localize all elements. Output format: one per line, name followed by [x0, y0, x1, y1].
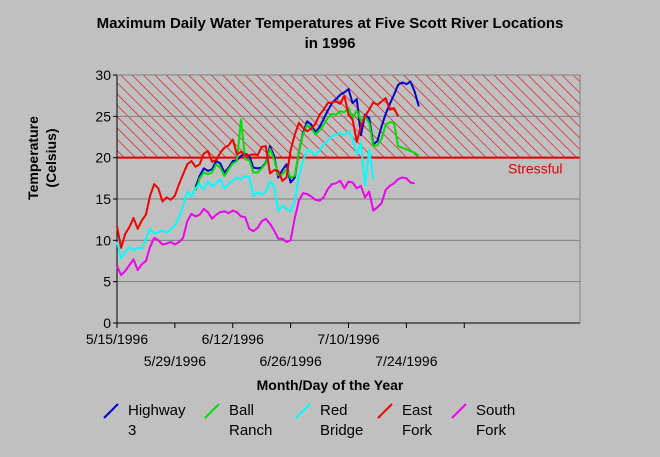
plot-area: Stressful 0 5 10 15 20 25 30 5/15/1996 5/29/1996 6… — [86, 67, 581, 369]
legend-swatch-east-fork — [377, 403, 393, 419]
y-axis-title: Temperature (Celsius) — [25, 116, 59, 200]
legend-label-east-fork-line-1: East — [402, 402, 433, 419]
y-tick-label-15: 15 — [95, 191, 111, 207]
y-tick-label-30: 30 — [95, 67, 111, 83]
legend: Highway 3 Ball Ranch Red Bridge East Fork South F… — [103, 402, 515, 439]
chart-title-line-1: Maximum Daily Water Temperatures at Five… — [97, 15, 564, 32]
series-line-highway-3 — [194, 80, 420, 188]
legend-label-highway-3-line-1: Highway — [128, 402, 186, 419]
series-line-red-bridge — [116, 130, 375, 260]
legend-label-red-bridge-line-1: Red — [320, 402, 348, 419]
x-tick-label-5: 7/24/1996 — [375, 353, 437, 369]
y-tick-label-20: 20 — [95, 150, 111, 166]
legend-label-highway-3-line-2: 3 — [128, 422, 136, 439]
chart-title-line-2: in 1996 — [305, 35, 356, 52]
y-tick-label-25: 25 — [95, 108, 111, 124]
legend-label-red-bridge-line-2: Bridge — [320, 422, 363, 439]
series-line-east-fork — [116, 94, 399, 249]
legend-label-south-fork-line-2: Fork — [476, 422, 507, 439]
legend-label-ball-ranch-line-2: Ranch — [229, 422, 272, 439]
x-tick-label-3: 6/26/1996 — [259, 353, 321, 369]
legend-swatch-south-fork — [451, 403, 467, 419]
x-tick-label-4: 7/10/1996 — [317, 331, 379, 347]
legend-label-ball-ranch-line-1: Ball — [229, 402, 254, 419]
stressful-label: Stressful — [508, 161, 562, 177]
legend-swatch-highway-3 — [103, 403, 119, 419]
x-axis-title: Month/Day of the Year — [257, 377, 404, 393]
legend-label-east-fork-line-2: Fork — [402, 422, 433, 439]
y-tick-label-10: 10 — [95, 232, 111, 248]
legend-swatch-ball-ranch — [204, 403, 220, 419]
legend-label-south-fork-line-1: South — [476, 402, 515, 419]
x-tick-label-2: 6/12/1996 — [202, 331, 264, 347]
y-tick-label-0: 0 — [103, 315, 111, 331]
series-line-ball-ranch — [194, 107, 420, 192]
y-axis-title-line-1: Temperature — [25, 116, 41, 200]
y-axis-title-line-2: (Celsius) — [43, 128, 59, 187]
y-tick-label-5: 5 — [103, 274, 111, 290]
x-tick-label-1: 5/29/1996 — [144, 353, 206, 369]
x-tick-label-0: 5/15/1996 — [86, 331, 148, 347]
series-line-south-fork — [116, 176, 415, 277]
legend-swatch-red-bridge — [295, 403, 311, 419]
